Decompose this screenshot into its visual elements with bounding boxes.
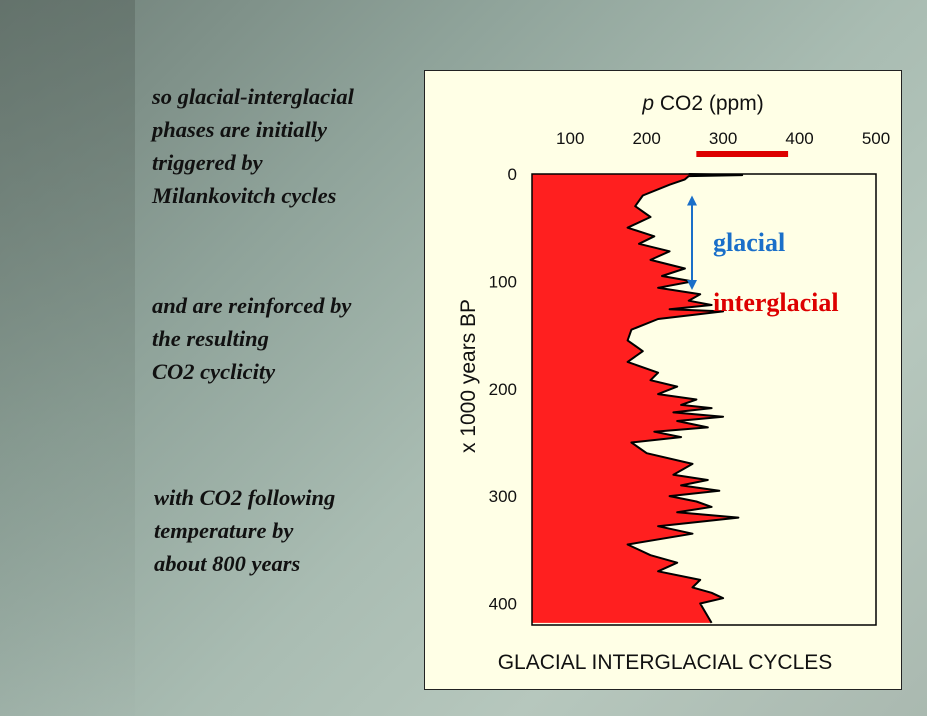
y-axis-label: x 1000 years BP <box>457 299 480 453</box>
x-axis-label-italic-part: p <box>641 92 654 115</box>
y-tick-label: 200 <box>489 380 517 399</box>
modern-co2-range-bar <box>696 151 789 157</box>
y-tick-label: 300 <box>489 487 517 506</box>
x-axis-label: p CO2 (ppm) <box>641 92 763 115</box>
x-tick-label: 500 <box>862 129 890 148</box>
co2-chart-panel: 100 200 300 400 500 0 100 200 300 400 p CO2 (ppm) x… <box>424 70 902 690</box>
text-line: phases are initially <box>152 117 328 142</box>
plot-frame <box>531 173 877 626</box>
text-line: so glacial-interglacial <box>152 84 354 109</box>
text-line: about 800 years <box>154 551 301 576</box>
interglacial-label: interglacial <box>713 288 839 317</box>
text-line: Milankovitch cycles <box>152 183 337 208</box>
text-line: triggered by <box>152 150 263 175</box>
text-block-co2-lag: with CO2 following temperature by about … <box>154 481 424 580</box>
annotation-arrow-head-top <box>687 195 697 206</box>
x-tick-label: 100 <box>556 129 584 148</box>
text-line: the resulting <box>152 326 269 351</box>
text-line: and are reinforced by <box>152 293 352 318</box>
glacial-label: glacial <box>713 228 785 257</box>
text-line: temperature by <box>154 518 294 543</box>
text-block-milankovitch: so glacial-interglacial phases are initi… <box>152 80 422 212</box>
y-tick-label: 100 <box>489 272 517 291</box>
left-panel-shade <box>0 0 135 716</box>
text-line: CO2 cyclicity <box>152 359 276 384</box>
x-tick-label: 300 <box>709 129 737 148</box>
y-tick-label: 0 <box>508 165 517 184</box>
x-tick-label: 200 <box>632 129 660 148</box>
y-tick-label: 400 <box>489 595 517 614</box>
text-line: with CO2 following <box>154 485 336 510</box>
co2-chart: 100 200 300 400 500 0 100 200 300 400 p CO2 (ppm) x… <box>457 92 890 674</box>
co2-area-fill <box>532 174 743 623</box>
co2-series-line <box>626 173 744 624</box>
text-block-reinforced: and are reinforced by the resulting CO2 … <box>152 289 422 388</box>
annotation-arrow-head-bottom <box>687 279 697 290</box>
x-axis-label-main-part: CO2 (ppm) <box>654 92 764 115</box>
chart-caption: GLACIAL INTERGLACIAL CYCLES <box>498 651 833 674</box>
x-tick-label: 400 <box>785 129 813 148</box>
